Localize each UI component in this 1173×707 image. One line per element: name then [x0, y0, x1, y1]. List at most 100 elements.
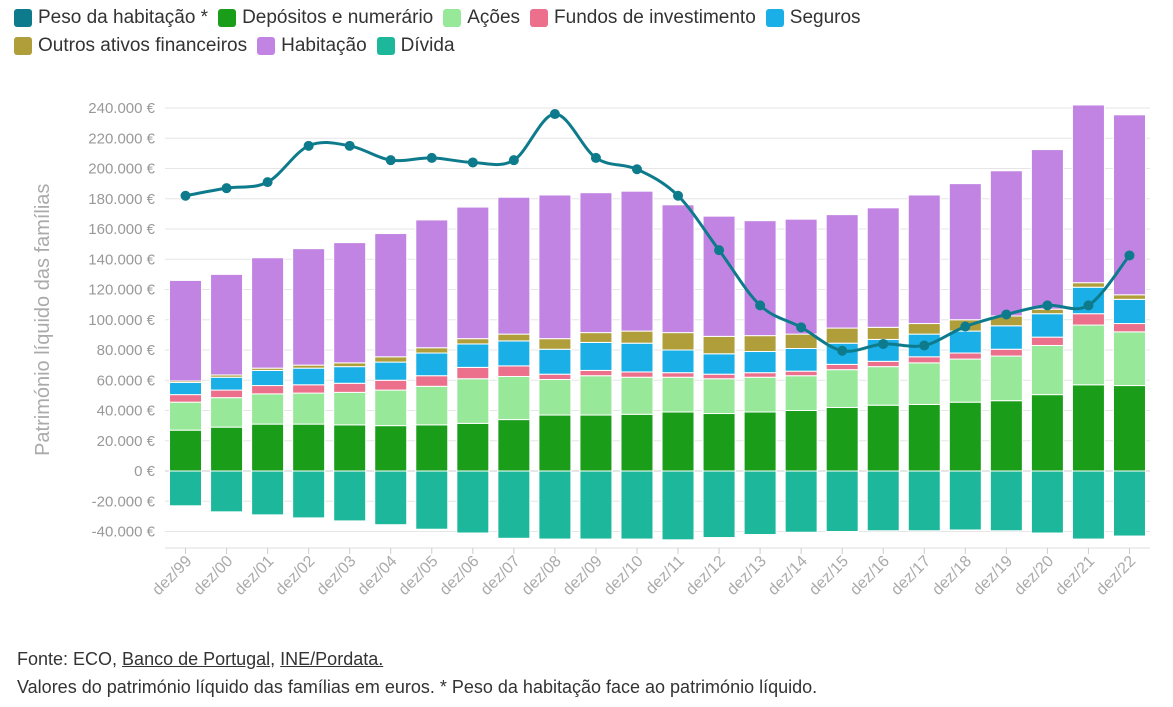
bar-habitacao	[661, 204, 695, 334]
point-peso-habitacao	[919, 340, 930, 351]
x-tick-label: dez/22	[1093, 553, 1139, 599]
bar-depositos	[907, 403, 941, 472]
bar-acoes	[497, 375, 531, 421]
legend-label-outros: Outros ativos financeiros	[38, 35, 248, 56]
legend-swatch-seguros	[765, 9, 784, 27]
bar-divida	[866, 470, 900, 532]
x-tick-label: dez/14	[765, 553, 811, 599]
bar-fundos	[825, 363, 859, 371]
bar-depositos	[497, 419, 531, 472]
legend-item-depositos[interactable]: Depósitos e numerário	[218, 7, 433, 29]
source-link-banco-portugal[interactable]: Banco de Portugal	[122, 649, 271, 669]
bar-depositos	[292, 423, 326, 472]
bar-seguros	[579, 341, 613, 371]
bar-depositos	[743, 411, 777, 472]
bar-depositos	[620, 413, 654, 472]
bar-fundos	[251, 385, 285, 395]
x-tick-label: dez/02	[272, 553, 318, 599]
legend-item-divida[interactable]: Dívida	[376, 35, 455, 57]
legend-label-depositos: Depósitos e numerário	[242, 7, 434, 28]
bar-seguros	[251, 369, 285, 387]
bar-seguros	[661, 349, 695, 374]
legend-swatch-fundos	[530, 9, 549, 27]
point-peso-habitacao	[508, 155, 519, 166]
bar-fundos	[1030, 336, 1064, 346]
point-peso-habitacao	[344, 140, 355, 151]
x-tick-label: dez/03	[314, 553, 360, 599]
bar-seguros	[292, 367, 326, 386]
point-peso-habitacao	[180, 190, 191, 201]
bar-depositos	[948, 401, 982, 472]
bar-fundos	[210, 389, 244, 399]
bar-divida	[538, 470, 572, 540]
legend-swatch-habitacao	[257, 37, 276, 55]
legend-swatch-outros	[14, 37, 32, 55]
source-link-ine-pordata[interactable]: INE/Pordata.	[280, 649, 384, 669]
bar-acoes	[620, 376, 654, 415]
point-peso-habitacao	[549, 109, 560, 120]
x-tick-label: dez/10	[601, 553, 647, 599]
bar-habitacao	[989, 170, 1023, 317]
x-tick-label: dez/21	[1052, 553, 1098, 599]
bar-fundos	[743, 372, 777, 378]
y-tick-label: 20.000 €	[97, 433, 156, 450]
bar-outros	[784, 333, 818, 349]
bar-acoes	[743, 376, 777, 413]
legend-label-divida: Dívida	[400, 35, 455, 56]
bar-divida	[1030, 470, 1064, 534]
bar-fundos	[989, 348, 1023, 357]
bar-habitacao	[251, 257, 285, 369]
bar-divida	[784, 470, 818, 533]
legend-item-habitacao[interactable]: Habitação	[257, 35, 367, 57]
bar-fundos	[497, 365, 531, 377]
bar-seguros	[374, 361, 408, 381]
bar-divida	[497, 470, 531, 539]
y-tick-label: 240.000 €	[88, 100, 155, 117]
point-peso-habitacao	[755, 300, 766, 311]
bar-acoes	[456, 378, 490, 424]
x-tick-label: dez/04	[355, 553, 401, 599]
legend-item-seguros[interactable]: Seguros	[765, 7, 861, 29]
bar-fundos	[620, 371, 654, 378]
bar-fundos	[538, 373, 572, 380]
legend-label-seguros: Seguros	[789, 7, 861, 28]
bar-acoes	[702, 378, 736, 415]
bar-outros	[456, 338, 490, 345]
x-tick-label: dez/20	[1011, 553, 1057, 599]
bar-habitacao	[948, 183, 982, 321]
legend-item-fundos[interactable]: Fundos de investimento	[530, 7, 756, 29]
bar-acoes	[989, 355, 1023, 402]
bar-outros	[743, 335, 777, 353]
y-tick-label: 200.000 €	[88, 161, 155, 178]
legend-item-acoes[interactable]: Ações	[443, 7, 520, 29]
legend-item-outros[interactable]: Outros ativos financeiros	[14, 35, 247, 57]
bar-outros	[702, 335, 736, 355]
bar-depositos	[1112, 385, 1146, 472]
bar-divida	[825, 470, 859, 532]
y-tick-label: -40.000 €	[92, 524, 156, 541]
bar-depositos	[989, 400, 1023, 472]
bar-outros	[866, 326, 900, 340]
legend-swatch-depositos	[218, 9, 237, 27]
bar-habitacao	[333, 242, 367, 364]
bar-outros	[1071, 282, 1105, 288]
source-line: Fonte: ECO, Banco de Portugal, INE/Porda…	[17, 645, 817, 673]
bar-habitacao	[210, 273, 244, 376]
x-tick-label: dez/01	[231, 553, 277, 599]
bar-seguros	[620, 342, 654, 373]
legend-item-peso[interactable]: Peso da habitação *	[14, 7, 208, 29]
bar-habitacao	[538, 194, 572, 340]
bar-seguros	[702, 353, 736, 375]
y-tick-label: -20.000 €	[92, 493, 156, 510]
bar-fundos	[169, 394, 203, 403]
bar-divida	[456, 470, 490, 534]
point-peso-habitacao	[960, 321, 971, 332]
bar-habitacao	[169, 279, 203, 382]
bar-seguros	[456, 343, 490, 368]
bar-habitacao	[866, 207, 900, 328]
bar-seguros	[210, 376, 244, 391]
bar-habitacao	[415, 219, 449, 349]
bar-acoes	[169, 401, 203, 431]
legend: Peso da habitação * Depósitos e numerário…	[14, 4, 914, 60]
bar-acoes	[1030, 344, 1064, 396]
